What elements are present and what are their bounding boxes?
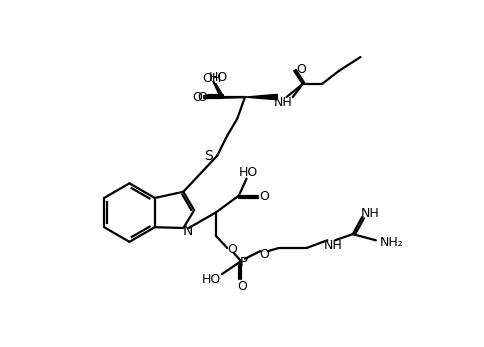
Text: P: P: [240, 256, 248, 269]
Text: O: O: [197, 91, 207, 104]
Text: HO: HO: [239, 166, 257, 179]
Text: HO: HO: [209, 71, 227, 84]
Text: OH: OH: [202, 72, 221, 85]
Text: NH: NH: [323, 239, 342, 252]
Text: NH₂: NH₂: [379, 236, 403, 249]
Text: O: O: [237, 280, 247, 293]
Text: O: O: [259, 190, 269, 203]
Text: NH: NH: [274, 96, 293, 109]
Text: O: O: [296, 63, 306, 76]
Text: S: S: [204, 149, 212, 163]
Text: HO: HO: [201, 273, 221, 286]
Text: O: O: [259, 248, 269, 261]
Polygon shape: [245, 94, 277, 100]
Text: O: O: [227, 243, 237, 256]
Text: O: O: [192, 91, 202, 104]
Text: N: N: [183, 224, 193, 238]
Text: NH: NH: [360, 207, 379, 220]
